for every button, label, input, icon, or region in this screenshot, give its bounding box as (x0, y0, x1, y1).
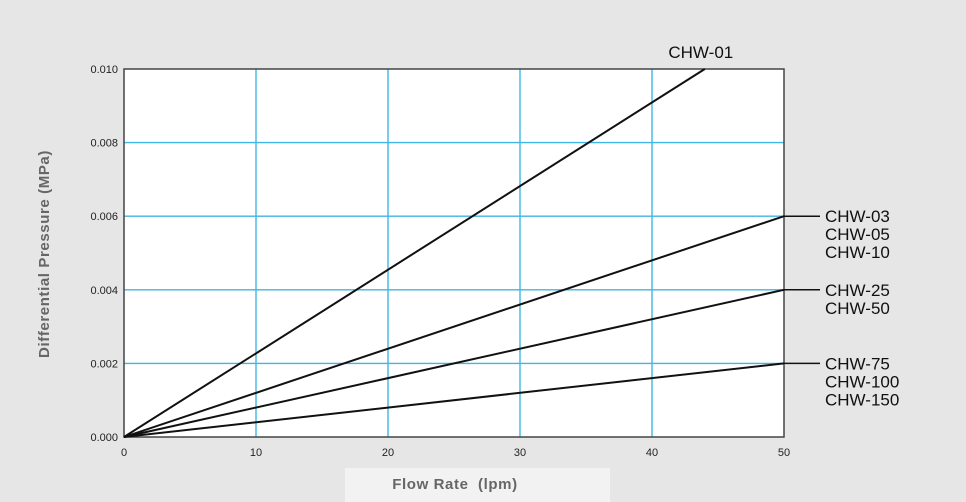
series-line-chw-01 (123, 68, 706, 438)
y-axis-title: Differential Pressure (MPa) (36, 150, 53, 358)
x-tick-label-10: 10 (250, 447, 262, 459)
series-label-chw-150: CHW-150 (825, 390, 899, 409)
x-tick-label-0: 0 (121, 447, 127, 459)
series-label-chw-05: CHW-05 (825, 225, 890, 244)
series-label-chw-01: CHW-01 (668, 43, 733, 62)
y-tick-label-0.008: 0.008 (90, 138, 118, 150)
x-tick-label-40: 40 (646, 447, 658, 459)
y-tick-label-0.010: 0.010 (90, 64, 118, 76)
series-line-chw-25 (123, 288, 785, 438)
series-label-chw-25: CHW-25 (825, 281, 890, 300)
x-tick-label-50: 50 (778, 447, 790, 459)
series-label-chw-10: CHW-10 (825, 243, 890, 262)
tick-labels: 0 10 20 30 40 50 0.000 0.002 0.004 0.006 0.008 0.01… (90, 64, 790, 459)
x-axis-title-panel (345, 468, 610, 502)
y-tick-label-0.002: 0.002 (90, 358, 118, 370)
plot-area (124, 69, 784, 437)
series-label-chw-03: CHW-03 (825, 207, 890, 226)
y-tick-label-0.006: 0.006 (90, 211, 118, 223)
series-line-chw-03 (123, 215, 785, 438)
series-label-chw-50: CHW-50 (825, 299, 890, 318)
series-label-chw-75: CHW-75 (825, 354, 890, 373)
series-label-chw-100: CHW-100 (825, 372, 899, 391)
x-axis-title: Flow Rate (lpm) (392, 476, 517, 493)
grid-lines (124, 69, 784, 437)
y-tick-label-0.000: 0.000 (90, 432, 118, 444)
x-tick-label-20: 20 (382, 447, 394, 459)
plot-frame (123, 68, 785, 438)
x-tick-label-30: 30 (514, 447, 526, 459)
series-line-chw-75 (123, 362, 785, 438)
y-tick-label-0.004: 0.004 (90, 285, 118, 297)
series-lines (123, 68, 820, 438)
